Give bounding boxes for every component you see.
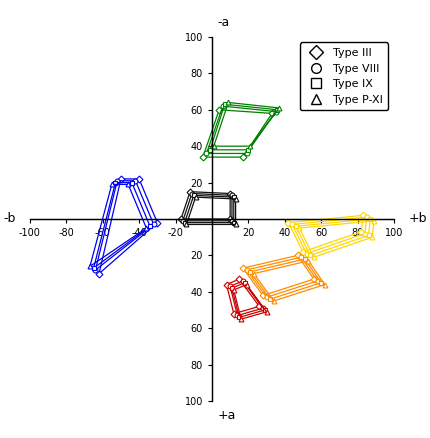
- Legend: Type III, Type VIII, Type IX, Type P-XI: Type III, Type VIII, Type IX, Type P-XI: [300, 42, 388, 110]
- Text: -a: -a: [218, 16, 230, 29]
- Text: +a: +a: [218, 409, 236, 422]
- Text: +b: +b: [408, 212, 427, 226]
- Text: -b: -b: [3, 212, 15, 226]
